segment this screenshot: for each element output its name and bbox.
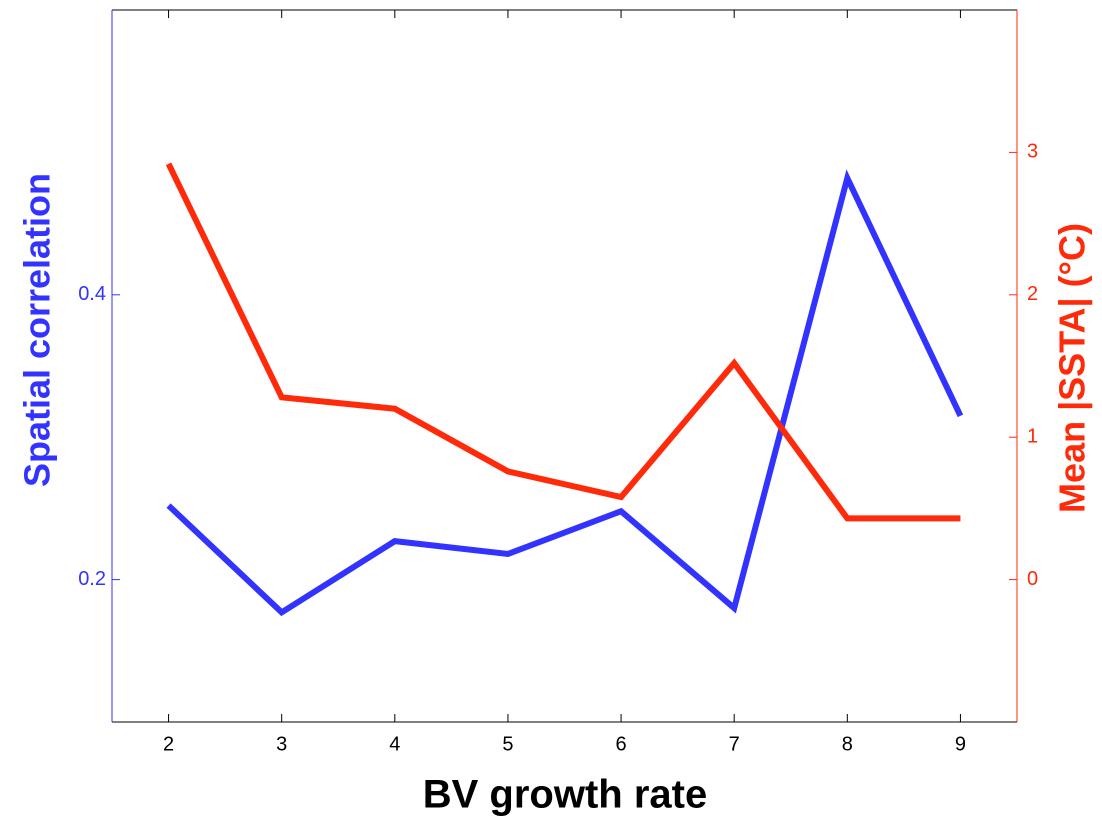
y-tick-label: 0.4 [78, 283, 106, 305]
x-tick-label: 9 [955, 733, 966, 755]
x-axis-label: BV growth rate [423, 773, 707, 817]
y2-axis-label: Mean |SSTA| (°C) [1052, 223, 1094, 513]
y2-tick-label: 2 [1027, 283, 1038, 305]
x-tick-label: 5 [502, 733, 513, 755]
y2-tick-label: 1 [1027, 425, 1038, 447]
data-line [166, 169, 964, 617]
x-tick-label: 6 [616, 733, 627, 755]
x-tick-label: 8 [842, 733, 853, 755]
x-tick-label: 7 [729, 733, 740, 755]
x-tick-label: 4 [389, 733, 400, 755]
x-tick-label: 2 [163, 733, 174, 755]
y-tick-label: 0.2 [78, 568, 106, 590]
y2-tick-label: 3 [1027, 141, 1038, 163]
y2-tick-label: 0 [1027, 568, 1038, 590]
data-line [165, 162, 961, 522]
x-tick-label: 3 [276, 733, 287, 755]
y-axis-label: Spatial correlation [17, 173, 58, 487]
